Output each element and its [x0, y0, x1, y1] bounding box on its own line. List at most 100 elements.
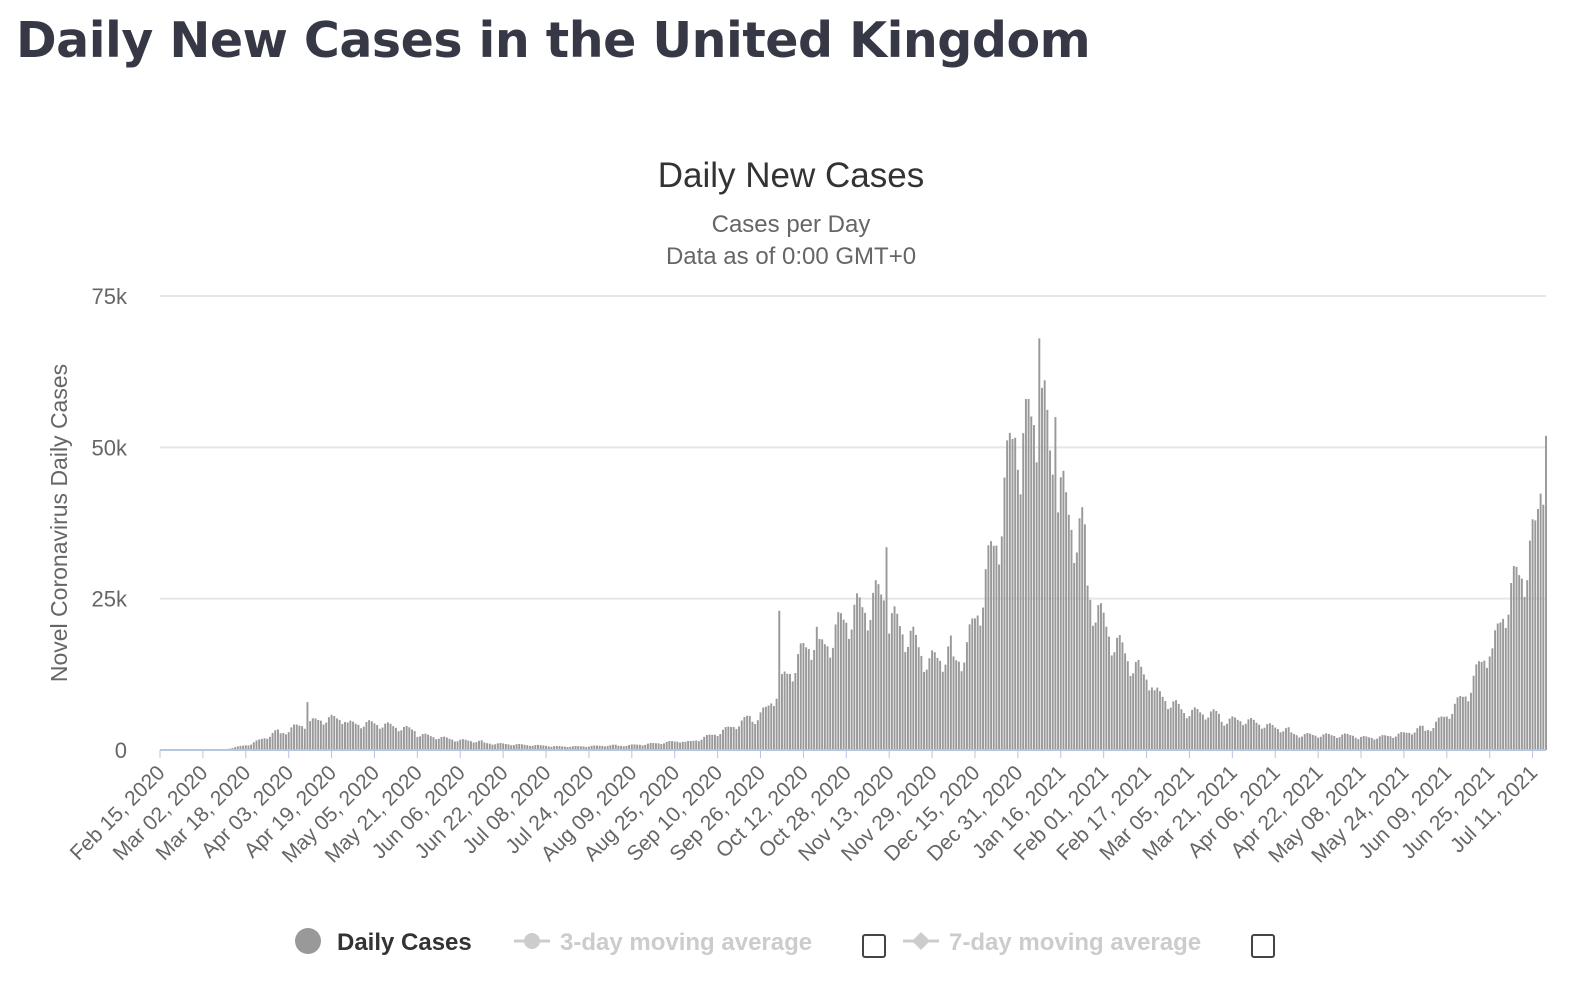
bar[interactable]: [963, 662, 966, 750]
bar[interactable]: [665, 741, 668, 750]
bar[interactable]: [687, 740, 690, 750]
bar[interactable]: [276, 729, 279, 750]
bar[interactable]: [617, 745, 620, 750]
bar[interactable]: [896, 613, 899, 750]
bar[interactable]: [1445, 716, 1448, 750]
bar[interactable]: [1223, 725, 1226, 750]
bar[interactable]: [1303, 734, 1306, 750]
bar[interactable]: [652, 742, 655, 750]
bar[interactable]: [1381, 735, 1384, 750]
bar[interactable]: [1180, 709, 1183, 750]
bar[interactable]: [1373, 739, 1376, 750]
bar[interactable]: [242, 745, 245, 750]
bar[interactable]: [537, 744, 539, 750]
bar[interactable]: [614, 744, 617, 750]
bar[interactable]: [1054, 417, 1057, 750]
bar[interactable]: [306, 702, 309, 750]
bar[interactable]: [1239, 721, 1242, 750]
bar[interactable]: [1271, 724, 1274, 750]
bar[interactable]: [1542, 504, 1545, 750]
bar[interactable]: [663, 743, 665, 750]
bar[interactable]: [255, 740, 258, 750]
bar[interactable]: [437, 738, 440, 750]
bar[interactable]: [679, 742, 682, 750]
bar[interactable]: [915, 635, 917, 750]
bar[interactable]: [523, 744, 526, 750]
bar[interactable]: [1327, 733, 1330, 750]
bar[interactable]: [636, 744, 639, 750]
bar[interactable]: [641, 745, 644, 750]
bar[interactable]: [518, 743, 521, 750]
bar[interactable]: [287, 732, 290, 750]
bar[interactable]: [1247, 719, 1250, 750]
bar[interactable]: [649, 743, 652, 750]
bar[interactable]: [1515, 566, 1518, 750]
bar[interactable]: [888, 633, 891, 751]
bar[interactable]: [869, 619, 872, 750]
bar[interactable]: [606, 746, 609, 750]
bar[interactable]: [357, 724, 360, 750]
bar[interactable]: [566, 747, 569, 750]
bar[interactable]: [499, 743, 502, 750]
bar[interactable]: [802, 642, 805, 750]
bar[interactable]: [1191, 709, 1194, 750]
bar[interactable]: [1019, 494, 1022, 750]
bar[interactable]: [1459, 695, 1462, 750]
bar[interactable]: [539, 745, 542, 750]
bar[interactable]: [856, 593, 858, 750]
bar[interactable]: [250, 744, 253, 750]
bar[interactable]: [1311, 734, 1314, 750]
bar[interactable]: [1242, 725, 1245, 750]
bar[interactable]: [837, 612, 840, 750]
bar[interactable]: [1370, 737, 1373, 750]
bar[interactable]: [713, 734, 716, 750]
bar[interactable]: [1298, 737, 1301, 750]
bar[interactable]: [1357, 739, 1360, 750]
bar[interactable]: [555, 745, 558, 750]
bar[interactable]: [936, 657, 939, 750]
bar[interactable]: [346, 722, 349, 750]
bar[interactable]: [1006, 440, 1009, 750]
bar[interactable]: [1290, 732, 1293, 750]
bar[interactable]: [1502, 618, 1505, 750]
bar[interactable]: [1110, 655, 1113, 750]
bar[interactable]: [1408, 732, 1411, 750]
bar[interactable]: [671, 741, 674, 750]
bar[interactable]: [955, 660, 958, 750]
bar[interactable]: [293, 724, 296, 750]
bar[interactable]: [461, 739, 464, 750]
bar[interactable]: [413, 731, 416, 750]
bar[interactable]: [880, 594, 883, 750]
bar[interactable]: [1250, 718, 1253, 750]
bar[interactable]: [628, 744, 631, 750]
bar[interactable]: [1027, 398, 1030, 750]
bar[interactable]: [1073, 562, 1076, 750]
bar[interactable]: [1046, 409, 1049, 750]
bar[interactable]: [738, 726, 741, 750]
bar[interactable]: [1432, 728, 1435, 750]
bar[interactable]: [885, 547, 888, 750]
bar[interactable]: [845, 622, 848, 750]
bar[interactable]: [1062, 470, 1065, 750]
bar[interactable]: [365, 722, 368, 750]
bar[interactable]: [1386, 735, 1389, 750]
bar[interactable]: [528, 745, 531, 750]
bar[interactable]: [1193, 707, 1196, 750]
bar[interactable]: [1145, 679, 1148, 750]
bar[interactable]: [480, 740, 483, 750]
bar[interactable]: [995, 545, 998, 750]
bar[interactable]: [1343, 733, 1346, 750]
bar[interactable]: [1306, 733, 1309, 750]
bar[interactable]: [362, 726, 365, 750]
bar[interactable]: [311, 718, 314, 750]
bar[interactable]: [1368, 737, 1371, 750]
bar[interactable]: [335, 718, 338, 750]
bar[interactable]: [394, 727, 397, 750]
bar[interactable]: [1172, 701, 1175, 750]
bar[interactable]: [1400, 732, 1403, 750]
bar[interactable]: [1003, 477, 1006, 750]
bar[interactable]: [1456, 697, 1459, 750]
bar[interactable]: [271, 732, 274, 750]
bar[interactable]: [1226, 723, 1228, 750]
bar[interactable]: [1394, 736, 1397, 750]
